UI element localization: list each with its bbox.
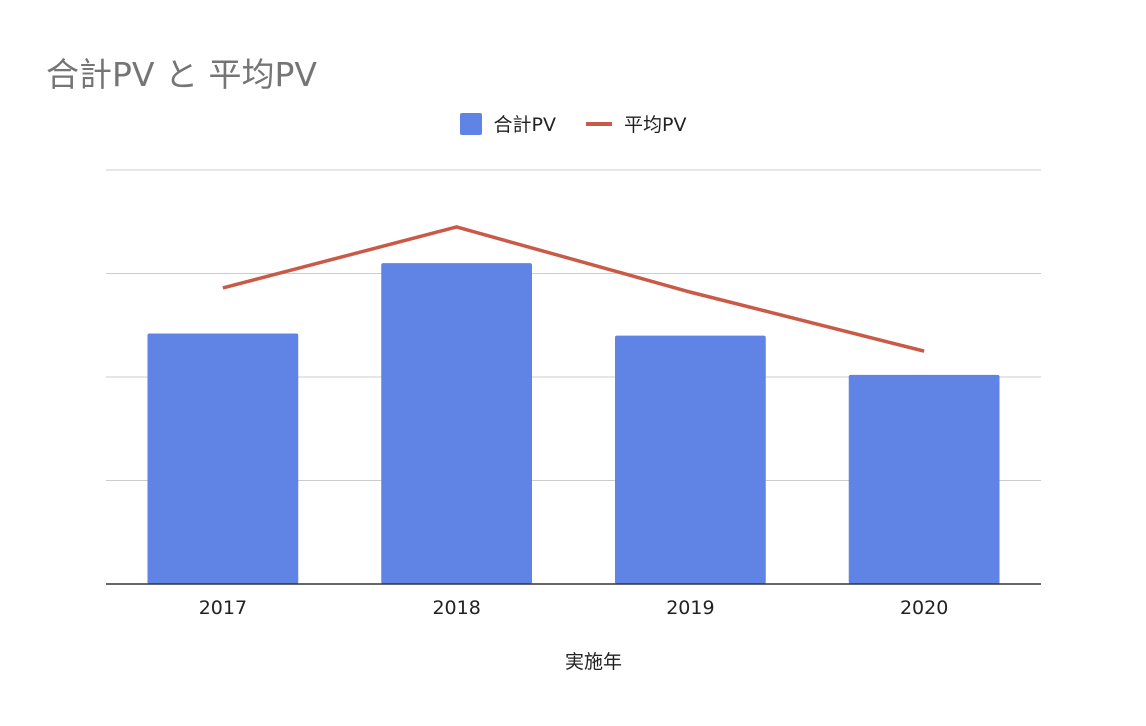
x-axis-title: 実施年 [565,651,622,673]
bar-2019 [614,335,766,584]
legend-item-average-pv[interactable]: 平均PV [586,110,686,137]
bar-2018 [381,263,533,584]
x-tick-label-2017: 2017 [199,597,247,619]
line-average-pv [222,225,925,353]
chart-title: 合計PV と 平均PV [46,55,317,94]
legend-label-average-pv: 平均PV [624,114,687,136]
x-tick-label-2018: 2018 [432,597,480,619]
legend: 合計PV 平均PV [0,110,1146,137]
legend-item-total-pv[interactable]: 合計PV [459,110,556,137]
x-tick-label-2019: 2019 [666,597,714,619]
x-tick-label-2020: 2020 [900,597,948,619]
bar-2020 [848,374,1000,584]
bar-2017 [147,333,299,584]
legend-label-total-pv: 合計PV [493,114,556,136]
legend-swatch-average-pv [586,121,612,126]
legend-swatch-total-pv [459,112,482,135]
